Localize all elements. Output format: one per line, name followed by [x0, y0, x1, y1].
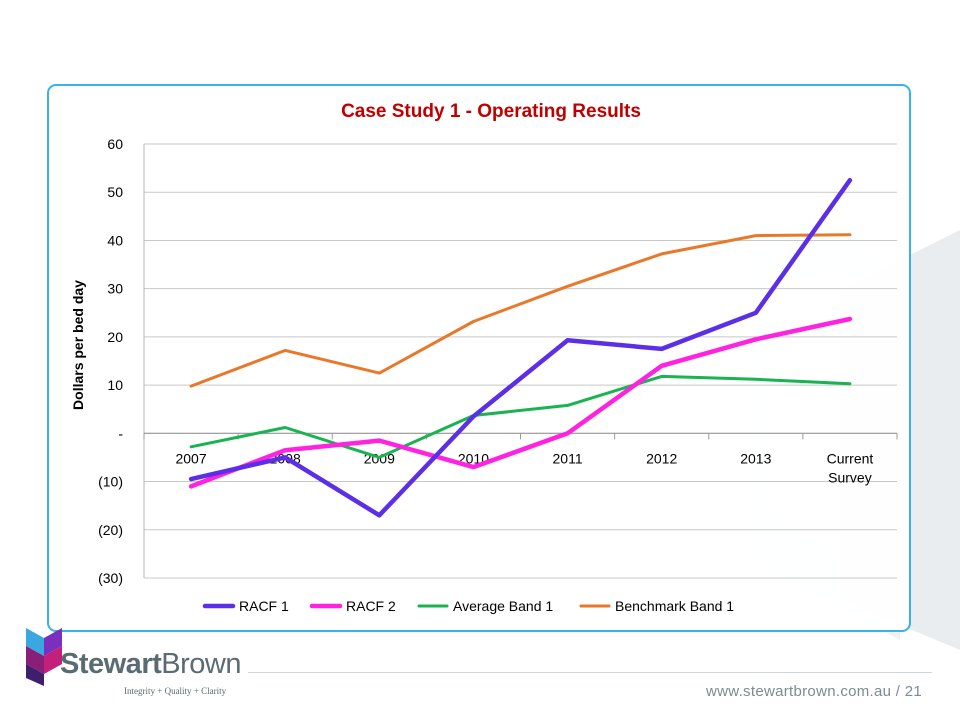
line-chart: Case Study 1 - Operating Results Dollars… — [70, 101, 898, 614]
x-tick-label: 2012 — [646, 450, 677, 466]
x-tick-label: Current Survey — [827, 450, 874, 485]
brand-name: StewartBrown — [60, 648, 241, 681]
series-line-racf-2 — [188, 316, 853, 489]
x-tick-label-line: 2013 — [740, 450, 771, 466]
y-tick-label: (10) — [98, 474, 123, 490]
y-tick-label: 30 — [107, 281, 123, 297]
x-tick-label-line: Current — [827, 450, 874, 466]
stewartbrown-logo-icon — [26, 628, 62, 686]
series-lines — [188, 177, 853, 518]
y-tick-label: (20) — [98, 522, 123, 538]
x-tick-label-line: 2011 — [553, 450, 583, 466]
chart-card — [47, 84, 911, 632]
y-axis-label: Dollars per bed day — [70, 280, 86, 410]
chart-title: Case Study 1 - Operating Results — [341, 101, 641, 122]
x-tick-label: 2007 — [175, 450, 206, 466]
y-axis-ticks: 60 50 40 30 20 10 - (10) (20) (30) — [98, 136, 123, 586]
legend-label: Average Band 1 — [453, 598, 553, 614]
legend-label: Benchmark Band 1 — [615, 598, 734, 614]
x-tick-label-line: 2012 — [646, 450, 677, 466]
x-tick-label: 2013 — [740, 450, 771, 466]
y-tick-label: 10 — [107, 377, 123, 393]
footer-divider — [248, 672, 932, 673]
series-line-benchmark-band-1 — [189, 233, 852, 388]
brand-name-part1: Stewart — [60, 648, 162, 680]
series-line-racf-1 — [188, 177, 853, 518]
x-axis-ticks: 2007 2008 2009 2010 2011 2012 2013 Current Surve… — [175, 450, 873, 485]
y-tick-label: 40 — [107, 232, 123, 248]
y-tick-label: 20 — [107, 329, 123, 345]
brand-name-part2: Brown — [161, 648, 241, 680]
x-tick-label-line: Survey — [828, 469, 872, 485]
y-tick-label: (30) — [98, 570, 123, 586]
y-tick-label: - — [118, 425, 123, 441]
brand-tagline: Integrity + Quality + Clarity — [124, 686, 227, 696]
y-tick-label: 50 — [107, 184, 123, 200]
y-tick-label: 60 — [107, 136, 123, 152]
series-line-average-band-1 — [189, 374, 852, 459]
x-tick-label-line: 2007 — [175, 450, 206, 466]
footer-url[interactable]: www.stewartbrown.com.au / 21 — [706, 683, 922, 700]
legend-label: RACF 2 — [346, 598, 396, 614]
chart-legend: RACF 1 RACF 2 Average Band 1 Benchmark Band… — [202, 598, 734, 614]
chart-grid — [143, 143, 898, 579]
x-tick-label: 2011 — [553, 450, 583, 466]
legend-label: RACF 1 — [239, 598, 289, 614]
